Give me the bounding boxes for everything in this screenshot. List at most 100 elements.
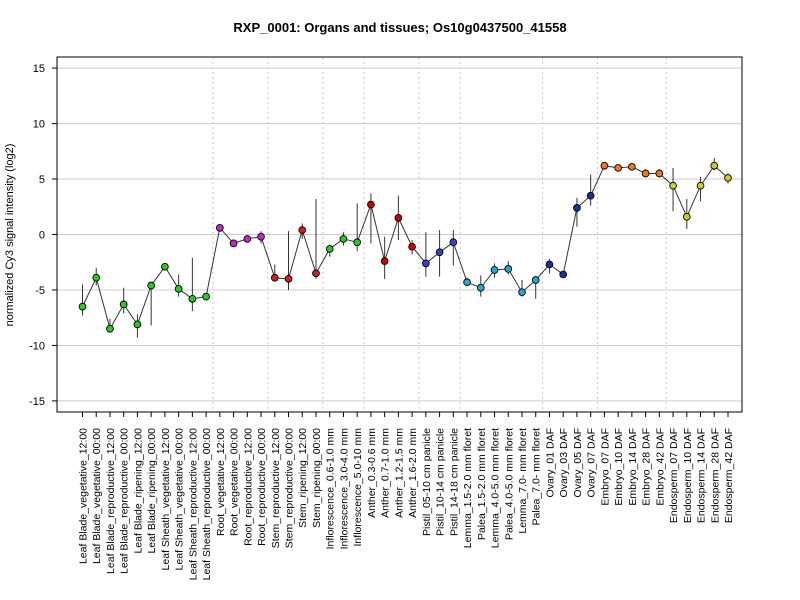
x-tick-label: Stem_reproductive_00:00: [284, 428, 296, 548]
data-point: [724, 174, 732, 182]
data-point: [449, 238, 458, 247]
x-tick-label: Endosperm_14 DAF: [696, 428, 708, 523]
x-tick-label: Ovary_05 DAF: [572, 428, 584, 497]
data-point: [270, 273, 279, 282]
data-point: [641, 169, 650, 178]
x-tick-label: Root_vegetative_00:00: [229, 428, 241, 536]
x-tick-label: Embryo_42 DAF: [654, 428, 666, 506]
x-tick-label: Leaf Blade_reproductive_00:00: [119, 428, 131, 574]
x-tick-label: Anther_0.3-0.6 mm: [366, 428, 378, 518]
y-axis-label: normalized Cy3 signal intensity (log2): [4, 144, 16, 327]
data-point: [586, 191, 595, 200]
data-point: [394, 214, 403, 222]
y-tick-label: 5: [39, 174, 45, 186]
x-tick-label: Embryo_28 DAF: [641, 428, 653, 506]
y-tick-label: 15: [33, 63, 45, 75]
x-tick-label: Lemma_4.0-5.0 mm floret: [490, 428, 502, 548]
x-tick-label: Leaf Sheath_reproductive_00:00: [201, 428, 213, 581]
x-tick-label: Anther_1.6-2.0 mm: [407, 428, 419, 518]
data-point: [229, 239, 238, 248]
series-line: [82, 164, 729, 331]
data-point: [380, 257, 389, 265]
data-point: [353, 238, 362, 247]
data-point: [518, 288, 526, 297]
grid-layer: [57, 57, 742, 412]
series-layer: [78, 157, 732, 338]
x-tick-label: Palea_1.5-2.0 mm floret: [476, 428, 488, 540]
x-tick-label: Pistil_14-18 cm panicle: [448, 428, 460, 536]
x-tick-label: Embryo_07 DAF: [599, 428, 611, 506]
data-point: [174, 285, 183, 293]
x-tick-label: Inflorescence_5.0-10 mm: [352, 428, 364, 547]
data-point: [710, 161, 719, 170]
x-tick-label: Inflorescence_3.0-4.0 mm: [338, 428, 350, 550]
data-point: [202, 292, 210, 301]
data-point: [133, 320, 142, 329]
data-point: [463, 278, 471, 287]
data-point: [284, 275, 293, 283]
x-tick-label: Pistil_10-14 cm panicle: [435, 428, 447, 536]
data-point: [215, 223, 224, 232]
x-tick-label: Leaf Blade_reproductive_12:00: [105, 428, 117, 574]
y-tick-label: 10: [33, 119, 45, 131]
x-tick-label: Root_reproductive_00:00: [256, 428, 268, 546]
data-point: [655, 169, 664, 178]
x-tick-label: Palea_7.0- mm floret: [531, 428, 543, 526]
x-tick-label: Anther_1.2-1.5 mm: [393, 428, 405, 518]
x-tick-label: Ovary_01 DAF: [544, 428, 556, 497]
data-point: [78, 302, 87, 311]
data-point: [435, 248, 444, 257]
data-point: [559, 270, 568, 279]
data-point: [188, 294, 197, 303]
data-point: [628, 162, 636, 171]
y-tick-label: -10: [29, 340, 45, 352]
data-point: [531, 276, 540, 284]
data-point: [573, 204, 581, 212]
data-point: [696, 181, 705, 190]
x-tick-label: Stem_ripening_00:00: [311, 428, 323, 528]
x-tick-label: Leaf Sheath_vegetative_00:00: [174, 428, 186, 571]
x-tick-label: Embryo_14 DAF: [627, 428, 639, 506]
x-tick-label: Ovary_07 DAF: [586, 428, 598, 497]
x-tick-label: Anther_0.7-1.0 mm: [380, 428, 392, 518]
data-point: [243, 235, 252, 243]
x-tick-label: Leaf Sheath_vegetative_12:00: [160, 428, 172, 571]
x-tick-label: Endosperm_28 DAF: [709, 428, 721, 523]
data-point: [161, 262, 169, 271]
data-point: [298, 226, 307, 234]
x-tick-label: Embryo_10 DAF: [613, 428, 625, 506]
data-point: [408, 242, 416, 251]
data-point: [422, 259, 430, 268]
y-tick-label: -5: [35, 285, 45, 297]
y-tick-label: 0: [39, 230, 45, 242]
data-point: [147, 281, 156, 290]
data-point: [106, 324, 114, 333]
x-tick-label: Endosperm_42 DAF: [723, 428, 735, 523]
x-tick-label: Ovary_03 DAF: [558, 428, 570, 497]
x-tick-label: Leaf Blade_vegetative_00:00: [91, 428, 103, 564]
x-tick-label: Leaf Sheath_reproductive_12:00: [187, 428, 199, 581]
x-tick-label: Leaf Blade_ripening_00:00: [146, 428, 158, 554]
x-tick-label: Stem_reproductive_12:00: [270, 428, 282, 548]
data-point: [682, 212, 691, 221]
data-point: [325, 245, 334, 253]
axis-layer: -15 -10 -5 0 5 10 15 Leaf Blade_vegetative_12:0…: [29, 56, 743, 581]
data-point: [669, 181, 677, 190]
x-tick-label: Stem_ripening_12:00: [297, 428, 309, 528]
x-tick-label: Root_reproductive_12:00: [242, 428, 254, 546]
data-point: [119, 300, 128, 309]
x-tick-label: Inflorescence_0.6-1.0 mm: [325, 428, 337, 550]
data-point: [367, 200, 375, 209]
data-point: [600, 161, 609, 170]
x-tick-label: Pistil_05-10 cm panicle: [421, 428, 433, 536]
data-point: [92, 273, 101, 282]
x-tick-label: Lemma_1.5-2.0 mm floret: [462, 428, 474, 548]
data-point: [614, 164, 622, 172]
data-point: [476, 283, 485, 292]
x-tick-label: Palea_4.0-5.0 mm floret: [503, 428, 515, 540]
x-tick-label: Root_vegetative_12:00: [215, 428, 227, 536]
data-point: [257, 232, 265, 241]
x-tick-label: Endosperm_07 DAF: [668, 428, 680, 523]
x-tick-label: Lemma_7.0- mm floret: [517, 428, 529, 534]
